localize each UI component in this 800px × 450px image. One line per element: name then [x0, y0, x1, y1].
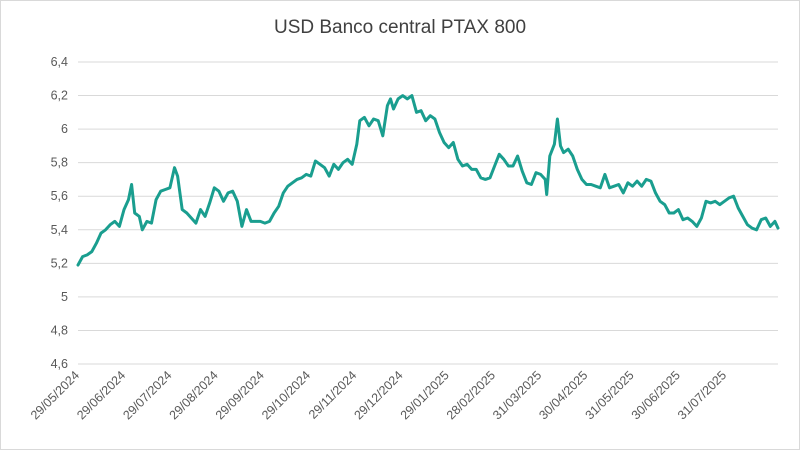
x-tick-label: 29/08/2024 — [167, 368, 221, 422]
x-tick-label: 29/07/2024 — [120, 368, 174, 422]
x-tick-label: 30/06/2025 — [629, 368, 683, 422]
y-tick-label: 5,6 — [51, 189, 68, 203]
y-tick-label: 5 — [61, 290, 68, 304]
x-tick-label: 31/05/2025 — [583, 368, 637, 422]
x-tick-label: 29/06/2024 — [74, 368, 128, 422]
x-tick-label: 29/01/2025 — [398, 368, 452, 422]
x-tick-label: 28/02/2025 — [444, 368, 498, 422]
x-tick-label: 31/07/2025 — [675, 368, 729, 422]
y-tick-label: 4,6 — [51, 357, 68, 371]
x-tick-label: 29/12/2024 — [351, 368, 405, 422]
x-tick-label: 31/03/2025 — [490, 368, 544, 422]
y-tick-label: 5,2 — [51, 256, 68, 270]
y-tick-label: 5,4 — [51, 223, 68, 237]
y-tick-label: 4,8 — [51, 323, 68, 337]
y-tick-label: 6,2 — [51, 89, 68, 103]
x-tick-label: 29/10/2024 — [259, 368, 313, 422]
y-axis-ticks: 4,6 4,8 5 5,2 5,4 5,6 5,8 6 6,2 6,4 — [51, 55, 68, 371]
series-line — [76, 94, 780, 267]
y-tick-label: 5,8 — [51, 156, 68, 170]
x-tick-label: 29/05/2024 — [28, 368, 82, 422]
x-tick-label: 29/09/2024 — [213, 368, 267, 422]
chart-title: USD Banco central PTAX 800 — [273, 17, 527, 38]
x-tick-label: 30/04/2025 — [536, 368, 590, 422]
x-axis-ticks: 29/05/202429/06/202429/07/202429/08/2024… — [28, 368, 729, 422]
y-tick-label: 6 — [61, 122, 68, 136]
series — [76, 94, 780, 267]
gridlines — [78, 61, 778, 365]
y-tick-label: 6,4 — [51, 55, 68, 69]
